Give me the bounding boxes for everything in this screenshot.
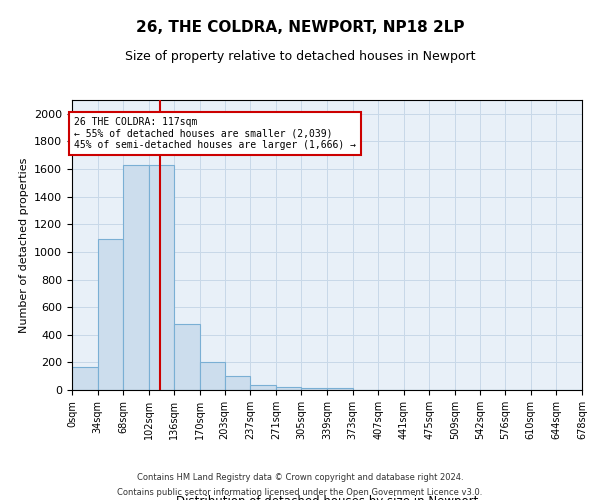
Bar xyxy=(149,165,175,390)
Y-axis label: Number of detached properties: Number of detached properties xyxy=(19,158,29,332)
Bar xyxy=(72,367,98,390)
X-axis label: Distribution of detached houses by size in Newport: Distribution of detached houses by size … xyxy=(176,494,478,500)
Bar xyxy=(327,388,353,390)
Text: 26 THE COLDRA: 117sqm
← 55% of detached houses are smaller (2,039)
45% of semi-d: 26 THE COLDRA: 117sqm ← 55% of detached … xyxy=(74,116,356,150)
Bar xyxy=(250,385,276,390)
Text: Size of property relative to detached houses in Newport: Size of property relative to detached ho… xyxy=(125,50,475,63)
Text: Contains HM Land Registry data © Crown copyright and database right 2024.: Contains HM Land Registry data © Crown c… xyxy=(137,473,463,482)
Bar xyxy=(200,362,226,390)
Bar xyxy=(123,165,149,390)
Bar xyxy=(175,324,200,390)
Text: 26, THE COLDRA, NEWPORT, NP18 2LP: 26, THE COLDRA, NEWPORT, NP18 2LP xyxy=(136,20,464,35)
Bar xyxy=(224,376,250,390)
Bar xyxy=(276,387,301,390)
Bar xyxy=(301,388,327,390)
Bar xyxy=(98,240,123,390)
Text: Contains public sector information licensed under the Open Government Licence v3: Contains public sector information licen… xyxy=(118,488,482,497)
